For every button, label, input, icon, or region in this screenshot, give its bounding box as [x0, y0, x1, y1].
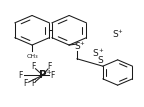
Text: F: F — [48, 62, 52, 71]
Text: S: S — [97, 56, 103, 65]
Text: F: F — [23, 79, 28, 88]
Text: S: S — [93, 49, 98, 58]
Text: +: + — [117, 29, 122, 34]
Text: +: + — [98, 48, 103, 53]
Text: CH₃: CH₃ — [26, 54, 38, 59]
Text: S: S — [74, 42, 80, 51]
Text: F: F — [31, 62, 35, 71]
Text: F: F — [31, 79, 35, 88]
Text: +: + — [80, 41, 84, 46]
Text: F: F — [51, 71, 55, 80]
Text: 4-: 4- — [46, 70, 52, 75]
Text: F: F — [18, 71, 22, 80]
Text: P: P — [39, 70, 47, 80]
Text: S: S — [112, 30, 118, 39]
